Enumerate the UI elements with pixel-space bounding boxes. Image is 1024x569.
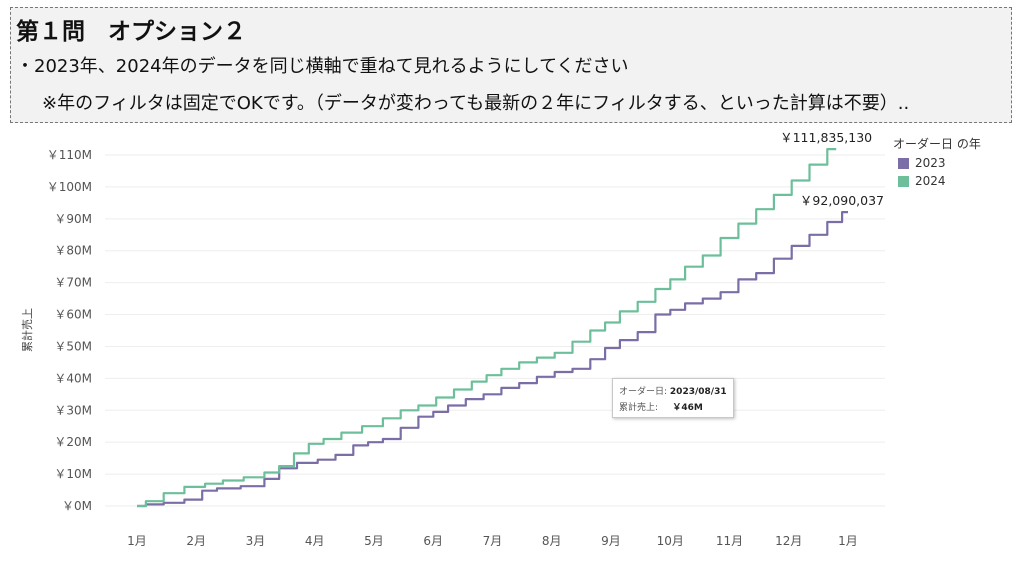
end-value-label-2024: ￥111,835,130 — [780, 130, 872, 145]
x-tick-label: 1月 — [838, 534, 858, 548]
y-tick-label: ￥100M — [47, 180, 92, 194]
tooltip-date-label: オーダー日: — [619, 387, 668, 397]
legend-title: オーダー日 の年 — [893, 137, 981, 151]
end-value-label-2023: ￥92,090,037 — [800, 193, 884, 208]
legend-label-2023: 2023 — [915, 156, 946, 170]
series-line-2024 — [137, 148, 837, 508]
legend-item-2023[interactable]: 2023 — [893, 156, 981, 170]
y-tick-label: ￥30M — [54, 403, 92, 417]
note-text: ※年のフィルタは固定でOKです。（データが変わっても最新の２年にフィルタする、と… — [42, 93, 910, 114]
y-tick-label: ￥110M — [47, 148, 92, 162]
y-axis-label: 累計売上 — [20, 308, 34, 352]
question-header: 第１問 オプション２ ・2023年、2024年のデータを同じ横軸で重ねて見れるよ… — [10, 7, 1012, 123]
x-tick-label: 8月 — [542, 534, 562, 548]
y-tick-label: ￥50M — [54, 339, 92, 353]
y-tick-label: ￥20M — [54, 435, 92, 449]
tooltip-sales-value: ￥46M — [672, 403, 703, 413]
x-tick-label: 1月 — [127, 534, 147, 548]
legend-swatch-2024 — [898, 175, 909, 187]
x-tick-label: 9月 — [601, 534, 621, 548]
legend: オーダー日 の年 2023 2024 — [893, 135, 981, 188]
y-tick-label: ￥0M — [62, 499, 92, 513]
tooltip-date-value: 2023/08/31 — [669, 387, 727, 397]
x-tick-label: 10月 — [657, 534, 684, 548]
question-title: 第１問 オプション２ — [16, 19, 246, 45]
x-tick-label: 7月 — [483, 534, 503, 548]
x-tick-label: 11月 — [716, 534, 743, 548]
legend-swatch-2023 — [898, 157, 909, 169]
y-tick-label: ￥90M — [54, 212, 92, 226]
y-tick-label: ￥60M — [54, 308, 92, 322]
instruction-text: ・2023年、2024年のデータを同じ横軸で重ねて見れるようにしてください — [16, 56, 629, 77]
x-tick-label: 4月 — [305, 534, 325, 548]
y-tick-label: ￥10M — [54, 467, 92, 481]
x-tick-label: 5月 — [364, 534, 384, 548]
data-tooltip: オーダー日: 2023/08/31 累計売上: ￥46M — [612, 378, 734, 418]
y-tick-label: ￥70M — [54, 276, 92, 290]
x-tick-label: 12月 — [775, 534, 802, 548]
y-tick-label: ￥40M — [54, 371, 92, 385]
x-tick-label: 2月 — [186, 534, 206, 548]
x-tick-label: 6月 — [423, 534, 443, 548]
legend-label-2024: 2024 — [915, 174, 946, 188]
legend-item-2024[interactable]: 2024 — [893, 174, 981, 188]
y-tick-label: ￥80M — [54, 244, 92, 258]
tooltip-sales-label: 累計売上: — [619, 403, 659, 413]
series-line-2023 — [137, 211, 848, 508]
x-tick-label: 3月 — [246, 534, 266, 548]
